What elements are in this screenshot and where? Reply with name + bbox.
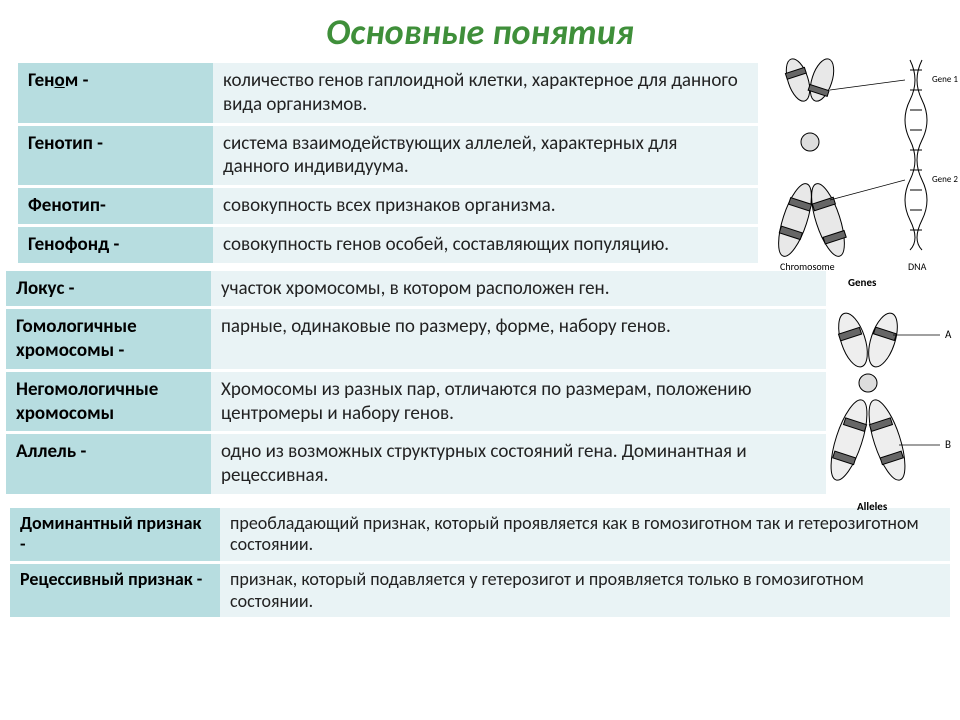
gene1-label: Gene 1 <box>932 74 958 85</box>
definitions-table-2: Локус - участок хромосомы, в котором рас… <box>6 268 826 497</box>
definition-cell: совокупность генов особей, составляющих … <box>213 225 758 264</box>
chromosome-genes-illustration: Gene 1 Gene 2 Chromosome DNA Genes <box>760 50 960 290</box>
table-row: Гомологичные хромосомы - парные, одинако… <box>6 308 826 371</box>
term-cell: Доминантный признак - <box>10 506 220 562</box>
definition-cell: парные, одинаковые по размеру, форме, на… <box>211 308 826 371</box>
term-cell: Аллель - <box>6 433 211 496</box>
gene2-label: Gene 2 <box>932 174 958 185</box>
definition-cell: одно из возможных структурных состояний … <box>211 433 826 496</box>
table-row: Негомологичные хромосомы Хромосомы из ра… <box>6 370 826 433</box>
table-row: Доминантный признак - преобладающий приз… <box>10 506 950 562</box>
alleles-caption: Alleles <box>857 500 888 513</box>
definition-cell: Хромосомы из разных пар, отличаются по р… <box>211 370 826 433</box>
definition-cell: признак, который подавляется у гетерозиг… <box>220 562 950 618</box>
alleles-icon: A B Alleles <box>815 305 960 515</box>
definition-cell: участок хромосомы, в котором расположен … <box>211 269 826 308</box>
term-cell: Гомологичные хромосомы - <box>6 308 211 371</box>
term-cell: Локус - <box>6 269 211 308</box>
chromosome-dna-icon: Gene 1 Gene 2 Chromosome DNA Genes <box>760 50 960 290</box>
definition-cell: совокупность всех признаков организма. <box>213 187 758 226</box>
dna-label: DNA <box>908 260 927 273</box>
definition-cell: количество генов гаплоидной клетки, хара… <box>213 62 758 125</box>
term-cell: Геном - <box>18 62 213 125</box>
definition-cell: система взаимодействующих аллелей, харак… <box>213 124 758 187</box>
table-row: Рецессивный признак - признак, который п… <box>10 562 950 618</box>
table-row: Фенотип- совокупность всех признаков орг… <box>18 187 758 226</box>
table-row: Локус - участок хромосомы, в котором рас… <box>6 269 826 308</box>
slide: Основные понятия Геном - количество гено… <box>0 0 960 720</box>
definitions-table-3: Доминантный признак - преобладающий приз… <box>10 505 950 620</box>
alleles-illustration: A B Alleles <box>815 305 960 515</box>
term-cell: Фенотип- <box>18 187 213 226</box>
term-cell: Генофонд - <box>18 225 213 264</box>
term-cell: Негомологичные хромосомы <box>6 370 211 433</box>
term-cell: Генотип - <box>18 124 213 187</box>
table-row: Аллель - одно из возможных структурных с… <box>6 433 826 496</box>
definitions-table-1: Геном - количество генов гаплоидной клет… <box>18 60 758 266</box>
allele-a-label: A <box>945 328 952 341</box>
table-row: Генофонд - совокупность генов особей, со… <box>18 225 758 264</box>
allele-b-label: B <box>945 438 951 451</box>
genes-label: Genes <box>848 276 877 289</box>
term-cell: Рецессивный признак - <box>10 562 220 618</box>
table-row: Генотип - система взаимодействующих алле… <box>18 124 758 187</box>
table-row: Геном - количество генов гаплоидной клет… <box>18 62 758 125</box>
chromosome-label: Chromosome <box>780 260 835 273</box>
